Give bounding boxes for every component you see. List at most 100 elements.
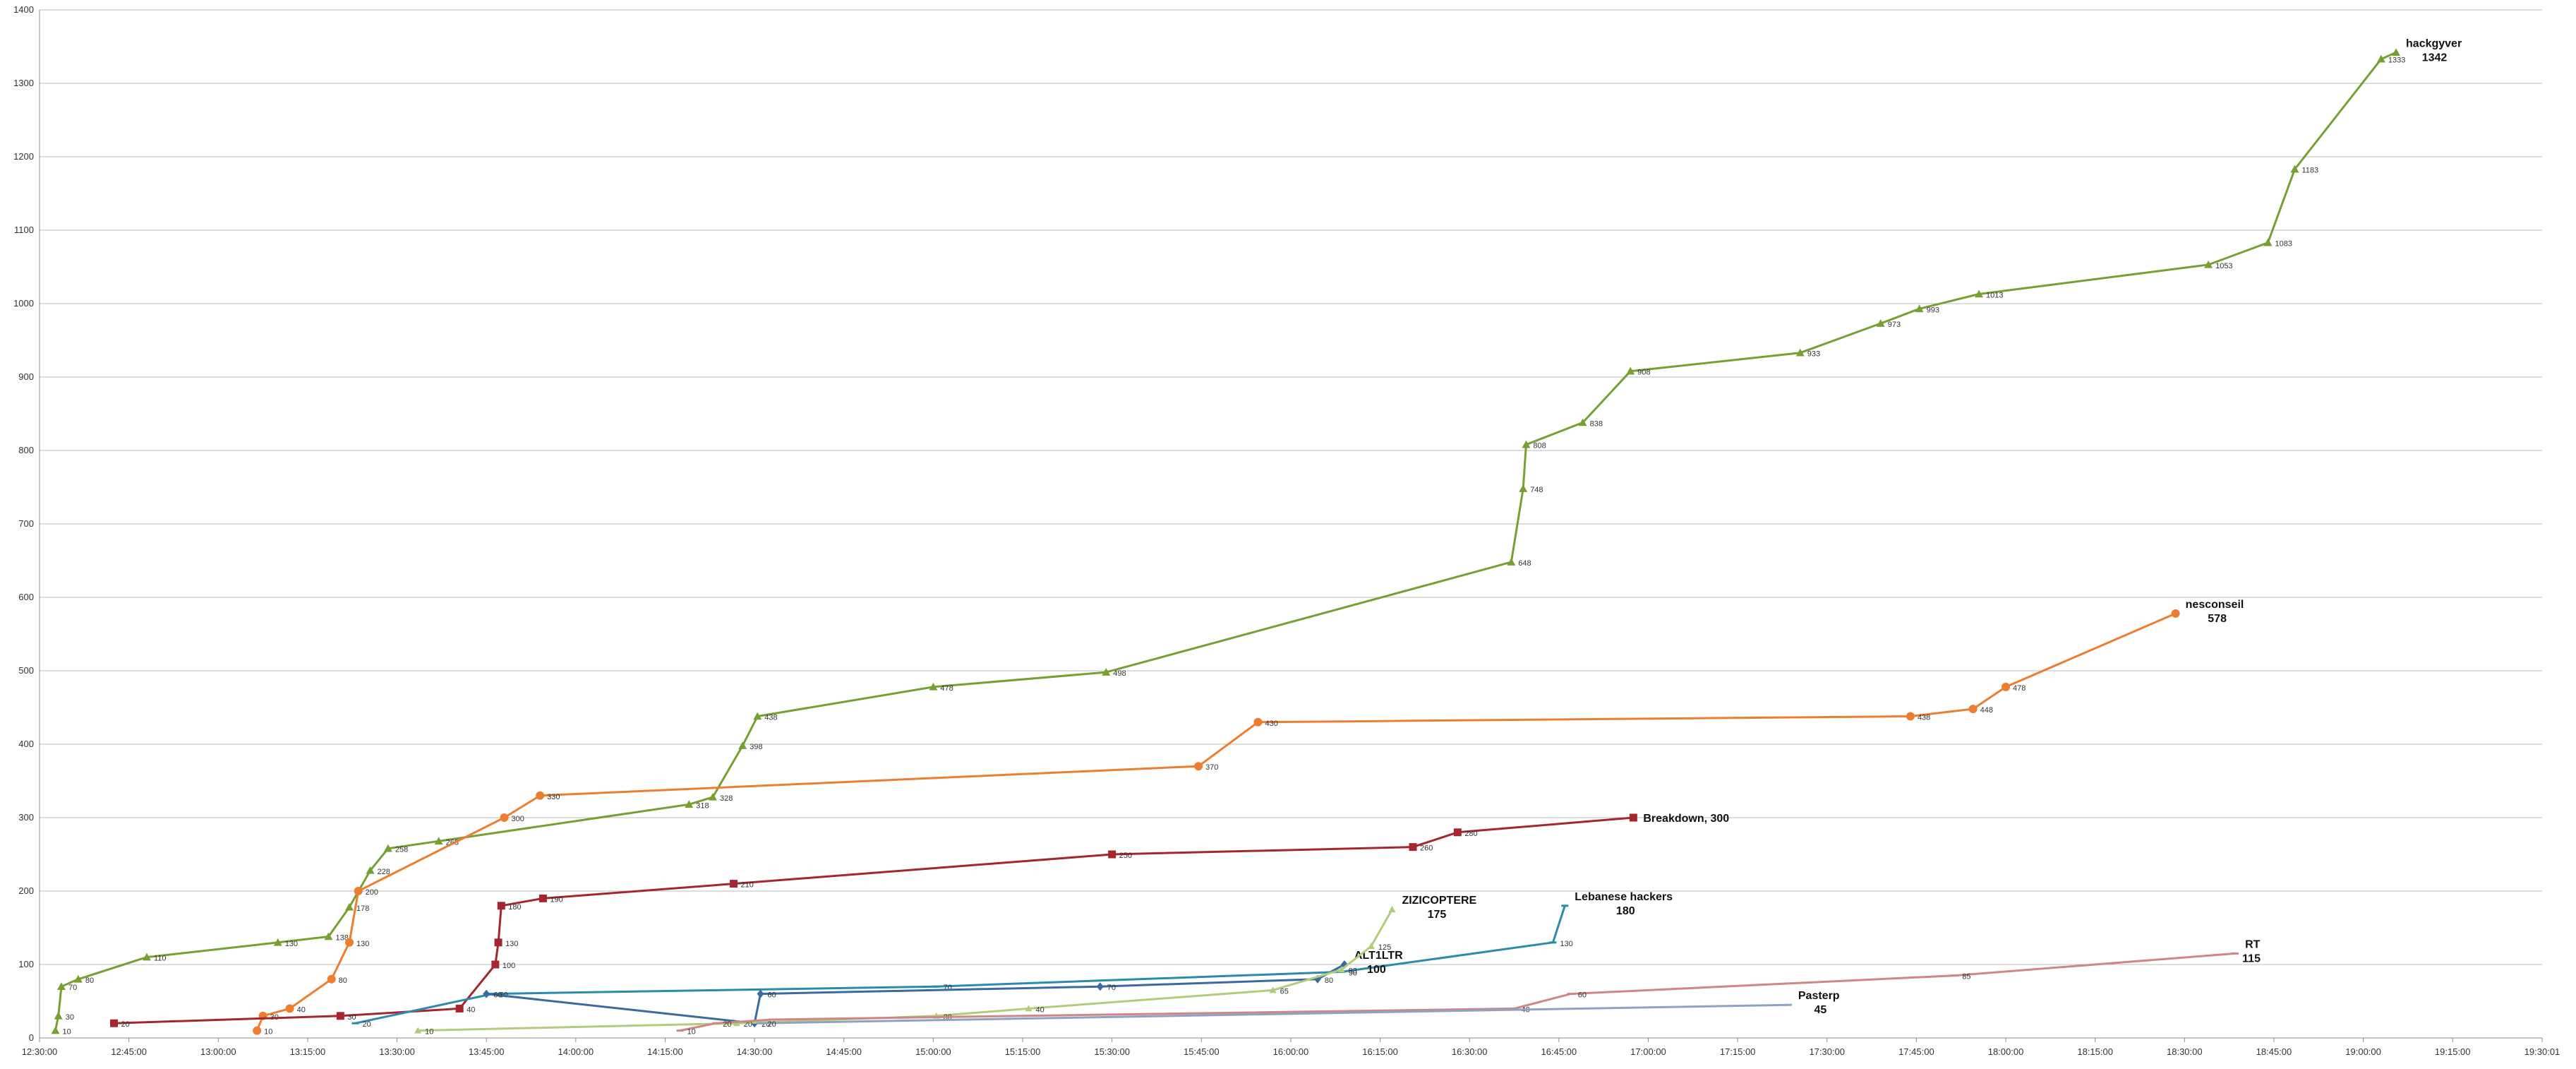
series-end-label: Breakdown, 300 bbox=[1643, 813, 1729, 825]
data-label: 138 bbox=[335, 933, 348, 942]
data-label: 280 bbox=[1464, 830, 1477, 838]
data-label: 300 bbox=[512, 815, 524, 823]
y-tick-label: 600 bbox=[18, 592, 34, 602]
series-pasterp: 20 Pasterp 45 bbox=[757, 990, 1840, 1029]
data-point bbox=[685, 800, 694, 808]
x-tick-label: 13:30:00 bbox=[379, 1046, 415, 1057]
y-tick-label: 1200 bbox=[13, 151, 34, 162]
data-label: 10 bbox=[687, 1028, 696, 1037]
data-point bbox=[1784, 1003, 1792, 1006]
data-label: 20 bbox=[744, 1020, 752, 1029]
series-lebanese-hackers: 20 60 70 90 130 Lebanese hackers 180 bbox=[351, 891, 1673, 1029]
data-label: 190 bbox=[550, 895, 562, 904]
data-point bbox=[1629, 813, 1637, 822]
data-label: 90 bbox=[1349, 969, 1357, 977]
data-label: 30 bbox=[347, 1013, 356, 1022]
y-tick-label: 800 bbox=[18, 445, 34, 455]
x-tick-label: 18:15:00 bbox=[2077, 1046, 2113, 1057]
data-label: 908 bbox=[1637, 369, 1650, 377]
data-label: 250 bbox=[1119, 852, 1132, 860]
data-point bbox=[1510, 1007, 1518, 1010]
data-point bbox=[500, 813, 509, 822]
data-point bbox=[327, 974, 336, 984]
data-point bbox=[929, 682, 938, 691]
data-label: 993 bbox=[1927, 306, 1939, 314]
data-label: 10 bbox=[425, 1028, 433, 1037]
data-point bbox=[345, 938, 354, 947]
y-tick-label: 100 bbox=[18, 959, 34, 969]
series-line bbox=[54, 51, 2397, 1031]
data-label: 70 bbox=[68, 984, 77, 992]
data-label: 130 bbox=[1560, 940, 1572, 948]
data-point bbox=[366, 866, 375, 874]
x-tick-label: 13:45:00 bbox=[469, 1046, 505, 1057]
data-label: 973 bbox=[1888, 321, 1901, 329]
x-tick-label: 17:15:00 bbox=[1720, 1046, 1756, 1057]
data-point bbox=[1975, 289, 1984, 298]
data-label: 60 bbox=[768, 991, 776, 1000]
data-label: 448 bbox=[1980, 706, 1993, 715]
data-label: 318 bbox=[696, 801, 709, 810]
data-point bbox=[354, 887, 363, 895]
data-point bbox=[730, 880, 738, 888]
data-point bbox=[1194, 762, 1203, 771]
series-name-label: nesconseil bbox=[2186, 599, 2244, 611]
data-label: 40 bbox=[467, 1005, 475, 1014]
series-value-label: 180 bbox=[1616, 905, 1635, 917]
data-point bbox=[2002, 682, 2011, 691]
data-label: 498 bbox=[1113, 669, 1126, 678]
data-label: 1183 bbox=[2301, 167, 2318, 175]
x-tick-label: 14:30:00 bbox=[737, 1046, 773, 1057]
series-value-label: 1342 bbox=[2422, 52, 2448, 64]
data-label: 1083 bbox=[2275, 240, 2292, 249]
data-label: 260 bbox=[1420, 844, 1433, 853]
x-tick-label: 16:30:00 bbox=[1452, 1046, 1488, 1057]
series-rt: 10 20 40 60 85 RT 115 bbox=[676, 938, 2261, 1037]
data-point bbox=[2204, 260, 2213, 268]
data-label: 478 bbox=[2013, 684, 2026, 693]
data-point bbox=[351, 1022, 359, 1025]
data-point bbox=[2376, 54, 2385, 63]
data-point bbox=[2232, 952, 2239, 955]
data-label: 328 bbox=[720, 794, 733, 803]
data-point bbox=[253, 1026, 262, 1035]
y-tick-label: 0 bbox=[29, 1032, 34, 1043]
data-label: 1333 bbox=[2388, 56, 2405, 65]
data-point bbox=[336, 1012, 344, 1020]
y-tick-label: 1000 bbox=[13, 298, 34, 309]
series-name-label: ALT1LTR bbox=[1354, 950, 1403, 962]
data-point bbox=[414, 1027, 422, 1034]
y-tick-label: 900 bbox=[18, 371, 34, 382]
data-point bbox=[1968, 705, 1978, 714]
series-line bbox=[680, 952, 2236, 1032]
data-point bbox=[1409, 843, 1417, 852]
data-point bbox=[2392, 48, 2401, 56]
data-label: 20 bbox=[768, 1020, 776, 1029]
data-point bbox=[1453, 828, 1462, 837]
x-tick-label: 12:45:00 bbox=[111, 1046, 147, 1057]
x-tick-label: 18:30:00 bbox=[2167, 1046, 2203, 1057]
data-label: 838 bbox=[1590, 419, 1603, 428]
data-point bbox=[1388, 906, 1396, 912]
x-tick-label: 16:45:00 bbox=[1541, 1046, 1577, 1057]
data-label: 65 bbox=[1280, 987, 1289, 996]
x-tick-label: 19:00:00 bbox=[2345, 1046, 2381, 1057]
y-tick-label: 1400 bbox=[13, 4, 34, 15]
data-point bbox=[769, 1018, 776, 1021]
data-point bbox=[383, 844, 392, 852]
y-tick-label: 1300 bbox=[13, 78, 34, 88]
data-point bbox=[1367, 943, 1375, 949]
data-label: 80 bbox=[85, 977, 94, 985]
y-tick-label: 1100 bbox=[14, 225, 34, 235]
data-label: 130 bbox=[285, 940, 298, 948]
data-point bbox=[1507, 558, 1516, 566]
data-label: 110 bbox=[154, 955, 167, 963]
data-point bbox=[738, 741, 747, 749]
data-label: 60 bbox=[493, 991, 502, 1000]
data-point bbox=[494, 938, 502, 947]
data-label: 80 bbox=[1325, 977, 1333, 985]
data-point bbox=[536, 791, 545, 800]
data-label: 178 bbox=[356, 904, 369, 913]
data-label: 210 bbox=[741, 881, 754, 890]
